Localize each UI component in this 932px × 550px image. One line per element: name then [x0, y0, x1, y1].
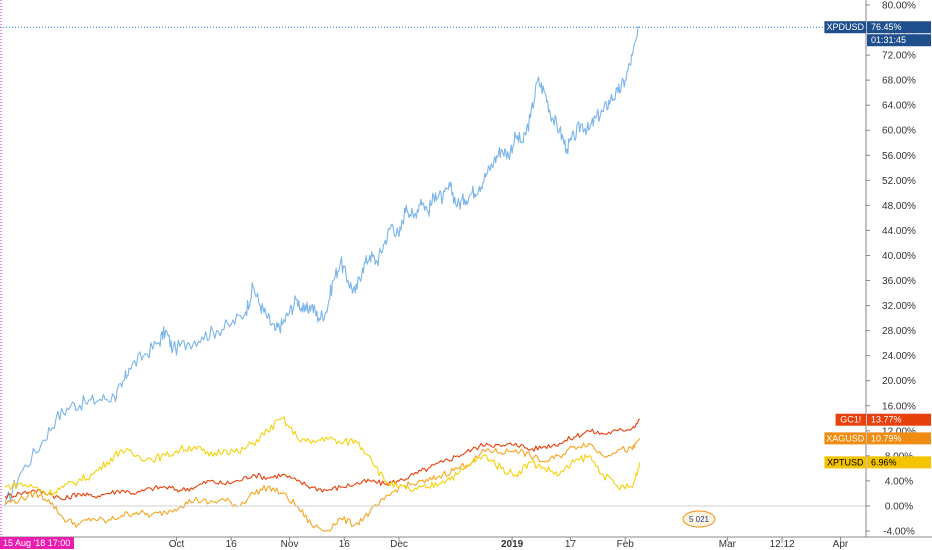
price-tag-layer: XPDUSD 76.45% GC1! 13.77% XAGUSD 10.79% XPTUSD…: [824, 21, 931, 469]
price-tag-value-bg: [867, 413, 931, 426]
y-tick-label: 64.00%: [882, 101, 916, 112]
x-tick-label: Nov: [281, 539, 299, 550]
price-tag-name: GC1!: [840, 415, 861, 425]
y-tick-label: 72.00%: [882, 51, 916, 62]
price-tag-gc1: GC1! 13.77%: [835, 413, 931, 426]
price-tag-xptusd: XPTUSD 6.96%: [824, 456, 931, 469]
price-tag-value: 76.45%: [871, 22, 902, 32]
y-tick-label: 48.00%: [882, 201, 916, 212]
y-tick-label: 16.00%: [882, 401, 916, 412]
price-tag-xpdusd: XPDUSD 76.45%: [824, 21, 931, 34]
y-tick-label: 12.00%: [882, 426, 916, 437]
time-label-bg: [867, 34, 931, 47]
x-tick-label: 16: [226, 539, 238, 550]
price-tag-name: XAGUSD: [826, 433, 865, 443]
series-layer: [4, 26, 641, 532]
x-tick-label: Dec: [390, 539, 408, 550]
price-tag-name-bg: [824, 21, 866, 34]
series-line-xagusd: [4, 438, 641, 532]
x-tick-label: 12:12: [770, 539, 795, 550]
price-tag-xagusd: XAGUSD 10.79%: [824, 432, 931, 445]
y-tick-label: 36.00%: [882, 276, 916, 287]
x-tick-label: Feb: [617, 539, 635, 550]
x-tick-label: Apr: [833, 539, 849, 550]
y-tick-label: 40.00%: [882, 251, 916, 262]
y-tick-label: 24.00%: [882, 351, 916, 362]
y-tick-label: 80.00%: [882, 1, 916, 12]
x-tick-label: 17: [565, 539, 577, 550]
price-tag-value: 10.79%: [871, 433, 902, 443]
x-tick-label: Oct: [169, 539, 185, 550]
y-tick-label: 56.00%: [882, 151, 916, 162]
y-tick-label: 52.00%: [882, 176, 916, 187]
series-line-gc1: [4, 418, 641, 501]
time-label: 01:31:45: [871, 35, 906, 45]
price-tag-value-bg: [867, 456, 931, 469]
y-tick-label: 60.00%: [882, 126, 916, 137]
price-tag-value-bg: [867, 432, 931, 445]
x-tick-label: 16: [339, 539, 351, 550]
y-tick-label: 44.00%: [882, 226, 916, 237]
date-cursor-label-bg: [0, 537, 74, 549]
y-tick-label: 20.00%: [882, 376, 916, 387]
date-cursor-label: 15 Aug '18 17:00: [3, 538, 70, 548]
series-line-xptusd: [4, 416, 641, 497]
price-tag-name-bg: [824, 456, 866, 469]
y-tick-label: -4.00%: [883, 527, 915, 538]
price-tag-name-bg: [824, 432, 866, 445]
price-tag-value: 6.96%: [871, 457, 897, 467]
x-tick-label: Mar: [719, 539, 737, 550]
y-tick-label: 28.00%: [882, 326, 916, 337]
series-line-xpdusd: [4, 26, 640, 507]
price-tag-name: XPTUSD: [827, 457, 864, 467]
watermark-text: 5 021: [689, 515, 710, 524]
y-tick-label: 4.00%: [885, 476, 913, 487]
y-tick-label: 68.00%: [882, 76, 916, 87]
price-tag-name-bg: [835, 413, 866, 426]
watermark-badge: 5 021: [682, 510, 716, 528]
x-tick-label: 2019: [501, 539, 524, 550]
y-tick-label: 0.00%: [885, 501, 913, 512]
y-tick-label: 32.00%: [882, 301, 916, 312]
price-tag-value: 13.77%: [871, 415, 902, 425]
price-tag-value-bg: [867, 21, 931, 34]
price-tag-name: XPDUSD: [826, 22, 864, 32]
watermark-badge-shape: [682, 510, 716, 528]
